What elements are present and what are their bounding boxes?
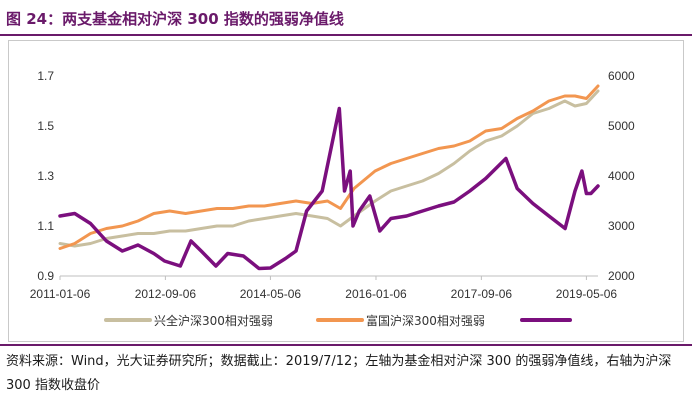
x-tick-label: 2019-05-06 xyxy=(556,287,618,301)
y-left-tick-label: 0.9 xyxy=(37,269,54,283)
y-right-tick-label: 2000 xyxy=(608,269,635,283)
series-line-1 xyxy=(58,89,600,248)
legend-label-2: 富国沪深300相对强弱 xyxy=(366,313,485,328)
x-tick-label: 2014-05-06 xyxy=(240,287,302,301)
y-right-tick-label: 3000 xyxy=(608,219,635,233)
y-left-tick-label: 1.5 xyxy=(37,119,54,133)
figure-title: 图 24：两支基金相对沪深 300 指数的强弱净值线 xyxy=(6,10,344,28)
y-right-tick-label: 4000 xyxy=(608,169,635,183)
plot-frame xyxy=(8,40,684,342)
x-tick-label: 2016-01-06 xyxy=(345,287,407,301)
x-tick-label: 2012-09-06 xyxy=(135,287,197,301)
x-tick-label: 2017-09-06 xyxy=(451,287,513,301)
legend-label-1: 兴全沪深300相对强弱 xyxy=(154,313,273,328)
y-left-tick-label: 1.3 xyxy=(37,169,54,183)
series-line-3 xyxy=(58,106,600,271)
y-left-tick-label: 1.1 xyxy=(37,219,54,233)
footer-divider xyxy=(0,344,692,346)
series-line-2 xyxy=(58,84,600,250)
y-right-tick-label: 5000 xyxy=(608,119,635,133)
source-note: 资料来源：Wind，光大证券研究所；数据截止：2019/7/12；左轴为基金相对… xyxy=(6,354,672,393)
x-tick-label: 2011-01-06 xyxy=(30,287,91,301)
title-divider xyxy=(0,34,692,36)
y-left-tick-label: 1.7 xyxy=(37,69,54,83)
y-right-tick-label: 6000 xyxy=(608,69,635,83)
